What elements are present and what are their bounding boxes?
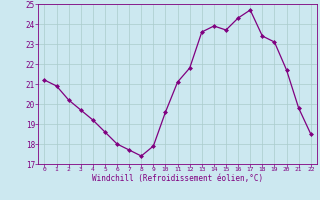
X-axis label: Windchill (Refroidissement éolien,°C): Windchill (Refroidissement éolien,°C): [92, 174, 263, 183]
